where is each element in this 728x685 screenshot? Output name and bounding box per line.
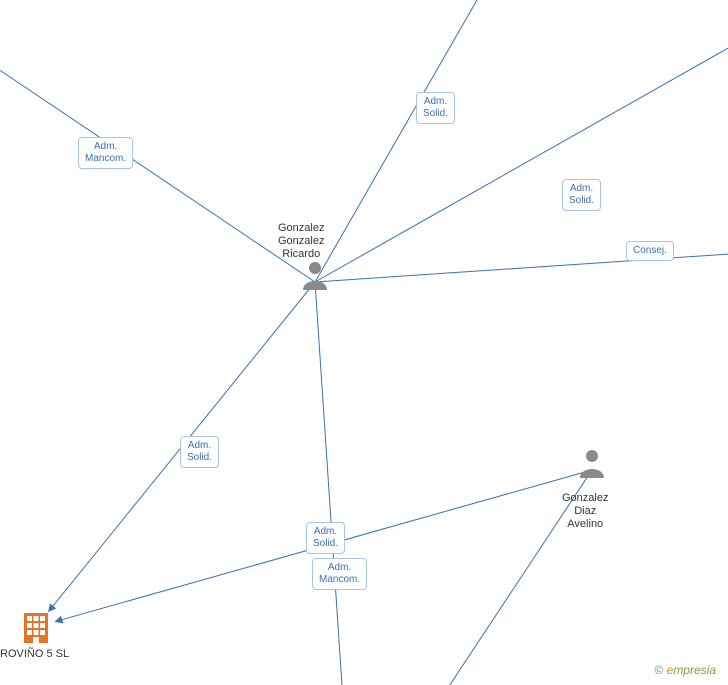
- edge: [0, 30, 315, 282]
- edge-label: Adm. Solid.: [180, 436, 219, 468]
- edge: [315, 282, 345, 685]
- person-icon[interactable]: [578, 448, 606, 478]
- brand-rest: mpresia: [673, 663, 716, 677]
- node-label: ROVIÑO 5 SL: [0, 648, 69, 661]
- watermark: © empresia: [654, 663, 716, 677]
- copyright-symbol: ©: [654, 663, 663, 677]
- edge-label: Adm. Solid.: [416, 92, 455, 124]
- node-label: Gonzalez Gonzalez Ricardo: [278, 222, 324, 262]
- edge-label: Adm. Mancom.: [312, 558, 367, 590]
- edge: [315, 0, 500, 282]
- person-icon[interactable]: [301, 260, 329, 290]
- edge-label: Adm. Mancom.: [78, 137, 133, 169]
- edge-label: Adm. Solid.: [562, 179, 601, 211]
- edge-label: Consej.: [626, 241, 674, 261]
- edge-label: Adm. Solid.: [306, 522, 345, 554]
- node-label: Gonzalez Diaz Avelino: [562, 492, 608, 532]
- building-icon[interactable]: [22, 611, 50, 643]
